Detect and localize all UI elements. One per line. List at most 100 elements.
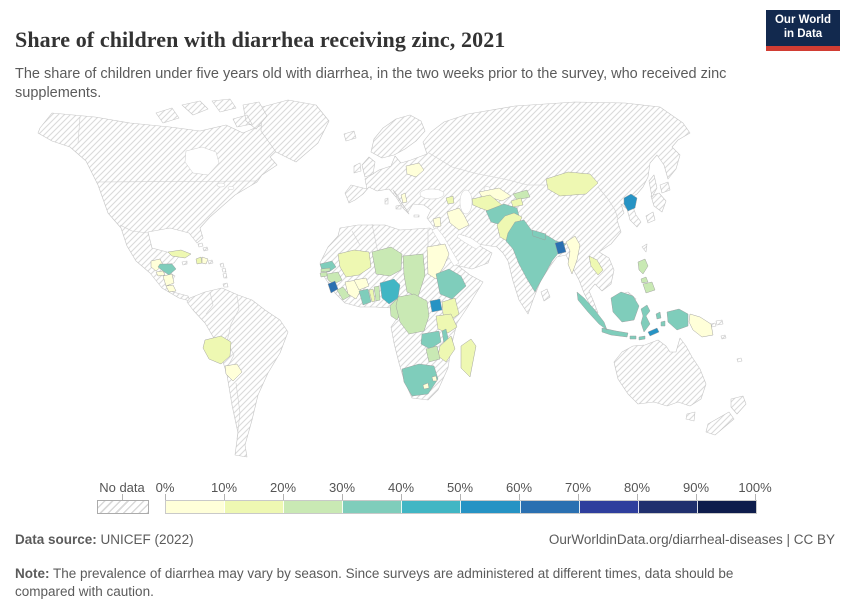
legend-no-data-label: No data xyxy=(99,480,145,495)
owid-license-link[interactable]: OurWorldinData.org/diarrheal-diseases | … xyxy=(548,532,835,547)
legend-bin-10-20%[interactable] xyxy=(225,501,285,513)
landmass-greenland xyxy=(260,99,330,163)
country-el-salvador[interactable] xyxy=(155,270,166,277)
country-gambia[interactable] xyxy=(320,267,331,273)
legend-bin-70-80%[interactable] xyxy=(579,501,639,513)
country-niger[interactable] xyxy=(371,246,403,277)
legend-tick-label-100%: 100% xyxy=(738,480,772,495)
landmass-tasmania xyxy=(685,411,696,422)
country-ethiopia[interactable] xyxy=(435,268,467,300)
country-albania[interactable] xyxy=(400,192,408,204)
legend-bin-30-40%[interactable] xyxy=(343,501,403,513)
landmass-australia xyxy=(613,337,707,407)
legend-tick-label-90%: 90% xyxy=(682,480,710,495)
country-india[interactable] xyxy=(505,219,567,293)
country-philippines[interactable] xyxy=(637,258,656,294)
country-guinea[interactable] xyxy=(326,271,343,285)
country-benin[interactable] xyxy=(373,285,381,302)
country-mali[interactable] xyxy=(337,249,372,278)
seas xyxy=(184,146,491,267)
country-timor-leste[interactable] xyxy=(647,327,660,337)
black-sea xyxy=(419,188,445,200)
landmass-british-isles xyxy=(353,156,376,178)
chart-subtitle: The share of children under five years o… xyxy=(15,65,727,102)
country-madagascar[interactable] xyxy=(460,338,477,378)
landmass-new-zealand xyxy=(705,395,747,436)
chart-note: Note: The prevalence of diarrhea may var… xyxy=(15,565,773,600)
country-tanzania[interactable] xyxy=(435,313,458,334)
chart-footer: Data source: UNICEF (2022) OurWorldinDat… xyxy=(15,532,835,547)
legend-tick-label-50%: 50% xyxy=(446,480,474,495)
legend-tick-mark-50% xyxy=(460,494,461,500)
country-costa-rica[interactable] xyxy=(165,284,177,293)
country-mongolia[interactable] xyxy=(545,171,599,197)
country-ghana[interactable] xyxy=(358,288,372,306)
legend-tick-label-30%: 30% xyxy=(328,480,356,495)
landmass-japan xyxy=(645,181,671,224)
country-papua-new-guinea[interactable] xyxy=(688,313,714,338)
country-jordan[interactable] xyxy=(432,216,442,228)
legend-tick-mark-30% xyxy=(342,494,343,500)
great-lake-east xyxy=(227,185,235,191)
country-lesotho[interactable] xyxy=(422,382,430,390)
legend-no-data-tick xyxy=(122,494,123,500)
legend-tick-mark-90% xyxy=(696,494,697,500)
country-indonesia[interactable] xyxy=(576,291,689,341)
legend-tick-label-60%: 60% xyxy=(505,480,533,495)
country-cuba[interactable] xyxy=(167,249,192,259)
chart-note-label: Note: xyxy=(15,565,50,581)
country-eswatini[interactable] xyxy=(431,375,438,382)
country-myanmar[interactable] xyxy=(565,235,581,275)
persian-gulf xyxy=(456,233,482,250)
legend-tick-mark-100% xyxy=(755,494,756,500)
country-togo[interactable] xyxy=(368,288,376,303)
legend-bin-20-30%[interactable] xyxy=(284,501,344,513)
country-liberia[interactable] xyxy=(336,286,351,301)
owid-logo-line2: in Data xyxy=(783,28,823,40)
country-dr-congo[interactable] xyxy=(395,293,430,335)
legend-tick-label-80%: 80% xyxy=(623,480,651,495)
country-north-korea[interactable] xyxy=(623,193,638,212)
great-lake-west xyxy=(216,182,226,188)
legend-bin-80-90%[interactable] xyxy=(638,501,698,513)
country-belarus[interactable] xyxy=(405,162,425,178)
country-guinea-bissau[interactable] xyxy=(319,271,328,278)
country-nepal[interactable] xyxy=(531,229,547,241)
country-sierra-leone[interactable] xyxy=(327,280,339,294)
country-burkina-faso[interactable] xyxy=(353,277,370,291)
owid-logo[interactable]: Our World in Data xyxy=(766,10,840,51)
landmass-arctic-islands xyxy=(155,98,268,130)
country-laos[interactable] xyxy=(588,255,604,276)
landmass-pacific-islands xyxy=(710,322,743,363)
landmass-taiwan xyxy=(641,243,648,253)
country-kyrgyzstan[interactable] xyxy=(512,189,531,201)
country-paraguay[interactable] xyxy=(224,363,243,382)
legend-bin-60-70%[interactable] xyxy=(520,501,580,513)
legend-bin-50-60%[interactable] xyxy=(461,501,521,513)
legend-tick-mark-10% xyxy=(224,494,225,500)
no-data-landmasses xyxy=(37,98,747,458)
landmass-caribbean-islands xyxy=(181,242,229,288)
country-zimbabwe[interactable] xyxy=(425,345,441,363)
country-tajikistan[interactable] xyxy=(510,197,524,208)
country-zambia[interactable] xyxy=(420,330,442,350)
country-iraq[interactable] xyxy=(446,207,470,231)
country-haiti[interactable] xyxy=(195,256,203,265)
data-source-value: UNICEF (2022) xyxy=(100,532,194,547)
legend-no-data-swatch[interactable] xyxy=(97,500,149,514)
country-bolivia[interactable] xyxy=(202,335,232,365)
country-bangladesh[interactable] xyxy=(554,240,567,255)
legend-bin-0-10%[interactable] xyxy=(166,501,226,513)
owid-logo-line1: Our World xyxy=(774,14,831,27)
legend-bin-40-50%[interactable] xyxy=(402,501,462,513)
country-armenia[interactable] xyxy=(445,195,455,205)
data-source-label: Data source: xyxy=(15,532,97,547)
country-dominican-republic[interactable] xyxy=(201,256,209,265)
country-sudan[interactable] xyxy=(426,243,450,280)
country-uganda[interactable] xyxy=(429,298,443,313)
legend-tick-mark-60% xyxy=(519,494,520,500)
legend-bin-90-100%[interactable] xyxy=(697,501,756,513)
landmass-eurasia xyxy=(344,101,691,315)
landmass-sakhalin xyxy=(648,174,658,198)
country-nicaragua[interactable] xyxy=(162,273,175,287)
